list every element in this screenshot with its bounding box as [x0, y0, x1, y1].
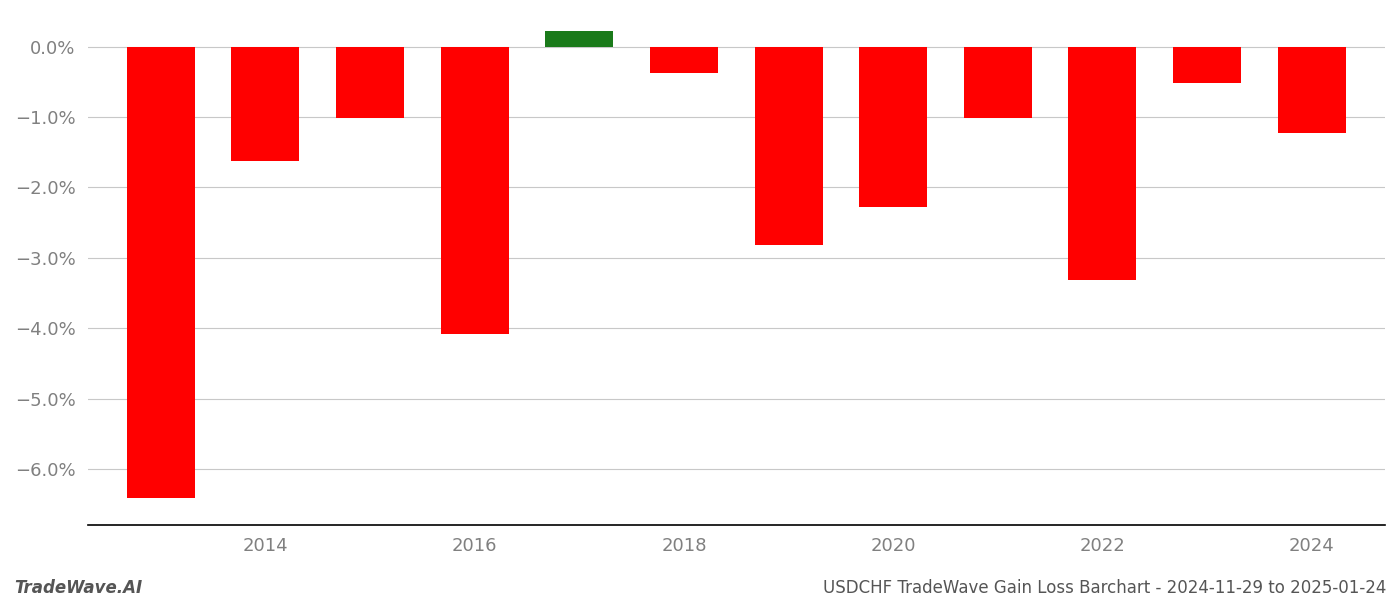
Bar: [1173, 47, 1242, 83]
Bar: [650, 47, 718, 73]
Bar: [1278, 47, 1345, 133]
Bar: [963, 47, 1032, 118]
Bar: [755, 47, 823, 245]
Bar: [231, 47, 300, 161]
Bar: [336, 47, 405, 118]
Text: TradeWave.AI: TradeWave.AI: [14, 579, 143, 597]
Bar: [1068, 47, 1137, 280]
Text: USDCHF TradeWave Gain Loss Barchart - 2024-11-29 to 2025-01-24: USDCHF TradeWave Gain Loss Barchart - 20…: [823, 579, 1386, 597]
Bar: [127, 47, 195, 499]
Bar: [860, 47, 927, 207]
Bar: [441, 47, 508, 334]
Bar: [546, 31, 613, 47]
